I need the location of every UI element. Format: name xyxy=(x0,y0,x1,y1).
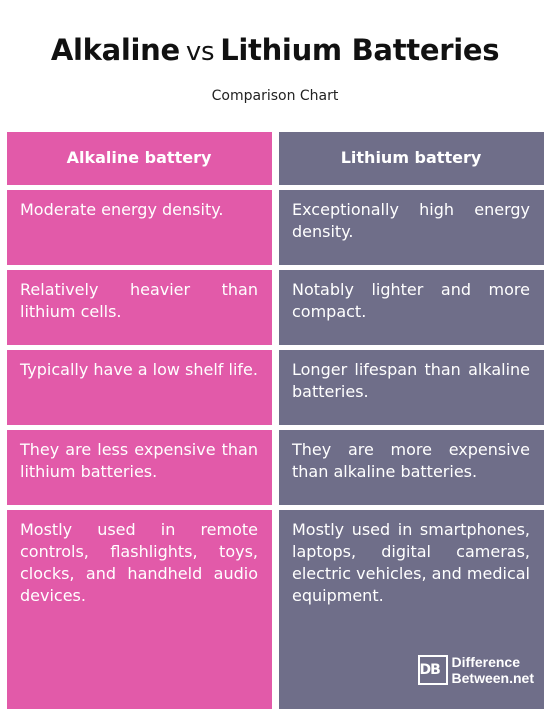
logo-line2: Between.net xyxy=(451,670,534,686)
logo-text: Difference Between.net xyxy=(452,654,534,686)
lithium-cell-text: Mostly used in smartphones, laptops, dig… xyxy=(292,520,530,605)
table-row: They are less expensive than lithium bat… xyxy=(7,430,544,505)
alkaline-cell: Typically have a low shelf life. xyxy=(7,350,272,425)
logo-line1: Difference xyxy=(451,654,520,670)
alkaline-cell: Moderate energy density. xyxy=(7,190,272,265)
title-vs: vs xyxy=(185,37,215,67)
logo-mark: DB xyxy=(417,655,448,685)
lithium-cell: They are more expensive than alkaline ba… xyxy=(279,430,544,505)
lithium-cell: Notably lighter and more compact. xyxy=(279,270,544,345)
comparison-table: Alkaline battery Lithium battery Moderat… xyxy=(7,132,544,714)
alkaline-cell: Mostly used in remote controls, flashlig… xyxy=(7,510,272,709)
lithium-cell: Longer lifespan than alkaline batteries. xyxy=(279,350,544,425)
header-alkaline: Alkaline battery xyxy=(7,132,272,185)
table-row: Relatively heavier than lithium cells. N… xyxy=(7,270,544,345)
table-row: Typically have a low shelf life. Longer … xyxy=(7,350,544,425)
page-title: Alkaline vs Lithium Batteries xyxy=(0,33,550,67)
site-logo: DB Difference Between.net xyxy=(417,654,534,686)
page-subtitle: Comparison Chart xyxy=(211,88,339,104)
header-row: Alkaline battery Lithium battery xyxy=(7,132,544,185)
alkaline-cell: They are less expensive than lithium bat… xyxy=(7,430,272,505)
header-lithium: Lithium battery xyxy=(279,132,544,185)
title-alkaline: Alkaline xyxy=(50,33,180,67)
lithium-cell: Exceptionally high energy density. xyxy=(279,190,544,265)
table-row: Moderate energy density. Exceptionally h… xyxy=(7,190,544,265)
table-row: Mostly used in remote controls, flashlig… xyxy=(7,510,544,709)
lithium-cell-with-logo: Mostly used in smartphones, laptops, dig… xyxy=(279,510,544,709)
alkaline-cell: Relatively heavier than lithium cells. xyxy=(7,270,272,345)
title-lithium: Lithium Batteries xyxy=(220,33,500,67)
